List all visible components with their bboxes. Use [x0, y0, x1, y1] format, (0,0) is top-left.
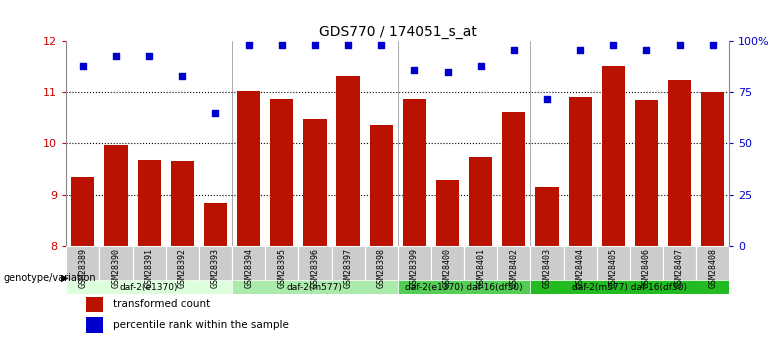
Bar [199, 246, 232, 294]
Bar [498, 246, 530, 294]
Bar [66, 280, 232, 294]
Bar [502, 112, 526, 246]
Point [673, 43, 686, 48]
Point [707, 43, 719, 48]
Bar [398, 246, 431, 294]
Point [275, 43, 288, 48]
Bar [133, 246, 166, 294]
Bar [100, 246, 133, 294]
Text: GSM28391: GSM28391 [144, 248, 154, 288]
Bar [569, 97, 592, 246]
Text: daf-2(m577): daf-2(m577) [287, 283, 343, 292]
Bar [535, 187, 558, 246]
Bar [171, 161, 194, 246]
Text: GSM28399: GSM28399 [410, 248, 419, 288]
Bar [298, 246, 331, 294]
Point [441, 69, 454, 75]
Bar [436, 180, 459, 246]
Bar [336, 76, 360, 246]
Text: GSM28398: GSM28398 [377, 248, 386, 288]
Bar [601, 66, 625, 246]
Point [408, 67, 420, 73]
Text: daf-2(e1370): daf-2(e1370) [120, 283, 179, 292]
Text: GSM28396: GSM28396 [310, 248, 320, 288]
Point [607, 43, 619, 48]
Bar [630, 246, 663, 294]
Point [143, 53, 155, 58]
Bar [105, 145, 128, 246]
Bar [563, 246, 597, 294]
Text: ▶: ▶ [61, 273, 69, 283]
Bar [232, 246, 265, 294]
Bar [635, 100, 658, 246]
Bar [87, 297, 103, 312]
Text: GSM28402: GSM28402 [509, 248, 519, 288]
Text: percentile rank within the sample: percentile rank within the sample [113, 320, 289, 330]
Text: GSM28406: GSM28406 [642, 248, 651, 288]
Point [474, 63, 487, 69]
Bar [232, 280, 398, 294]
Point [375, 43, 388, 48]
Text: GSM28393: GSM28393 [211, 248, 220, 288]
Bar [464, 246, 498, 294]
Bar [696, 246, 729, 294]
Bar [370, 125, 393, 246]
Bar [71, 177, 94, 246]
Point [176, 73, 189, 79]
Text: GSM28401: GSM28401 [476, 248, 485, 288]
Text: GSM28408: GSM28408 [708, 248, 718, 288]
Point [76, 63, 89, 69]
Bar [204, 203, 227, 246]
Bar [668, 80, 691, 246]
Bar [165, 246, 199, 294]
Text: genotype/variation: genotype/variation [4, 273, 97, 283]
Point [508, 47, 520, 52]
Point [209, 110, 222, 116]
Point [541, 96, 553, 101]
Bar [663, 246, 696, 294]
Text: daf-2(m577) daf-16(df50): daf-2(m577) daf-16(df50) [573, 283, 687, 292]
Text: GSM28389: GSM28389 [78, 248, 87, 288]
Point [574, 47, 587, 52]
Bar [364, 246, 398, 294]
Bar [398, 280, 530, 294]
Text: GSM28404: GSM28404 [576, 248, 585, 288]
Bar [402, 99, 426, 246]
Bar [303, 119, 327, 246]
Bar [66, 246, 100, 294]
Title: GDS770 / 174051_s_at: GDS770 / 174051_s_at [319, 25, 477, 39]
Bar [431, 246, 464, 294]
Text: GSM28394: GSM28394 [244, 248, 254, 288]
Text: GSM28407: GSM28407 [675, 248, 684, 288]
Text: GSM28390: GSM28390 [112, 248, 121, 288]
Bar [270, 99, 293, 246]
Text: GSM28405: GSM28405 [608, 248, 618, 288]
Bar [237, 91, 261, 246]
Bar [87, 317, 103, 333]
Bar [332, 246, 364, 294]
Point [342, 43, 354, 48]
Text: transformed count: transformed count [113, 299, 210, 309]
Point [110, 53, 122, 58]
Text: GSM28395: GSM28395 [277, 248, 286, 288]
Bar [530, 246, 563, 294]
Bar [469, 157, 492, 246]
Point [640, 47, 653, 52]
Bar [137, 160, 161, 246]
Text: GSM28397: GSM28397 [343, 248, 353, 288]
Point [309, 43, 321, 48]
Bar [530, 280, 729, 294]
Bar [701, 92, 725, 246]
Text: daf-2(e1370) daf-16(df50): daf-2(e1370) daf-16(df50) [406, 283, 523, 292]
Text: GSM28403: GSM28403 [542, 248, 551, 288]
Bar [265, 246, 298, 294]
Text: GSM28400: GSM28400 [443, 248, 452, 288]
Text: GSM28392: GSM28392 [178, 248, 187, 288]
Bar [597, 246, 629, 294]
Point [243, 43, 255, 48]
